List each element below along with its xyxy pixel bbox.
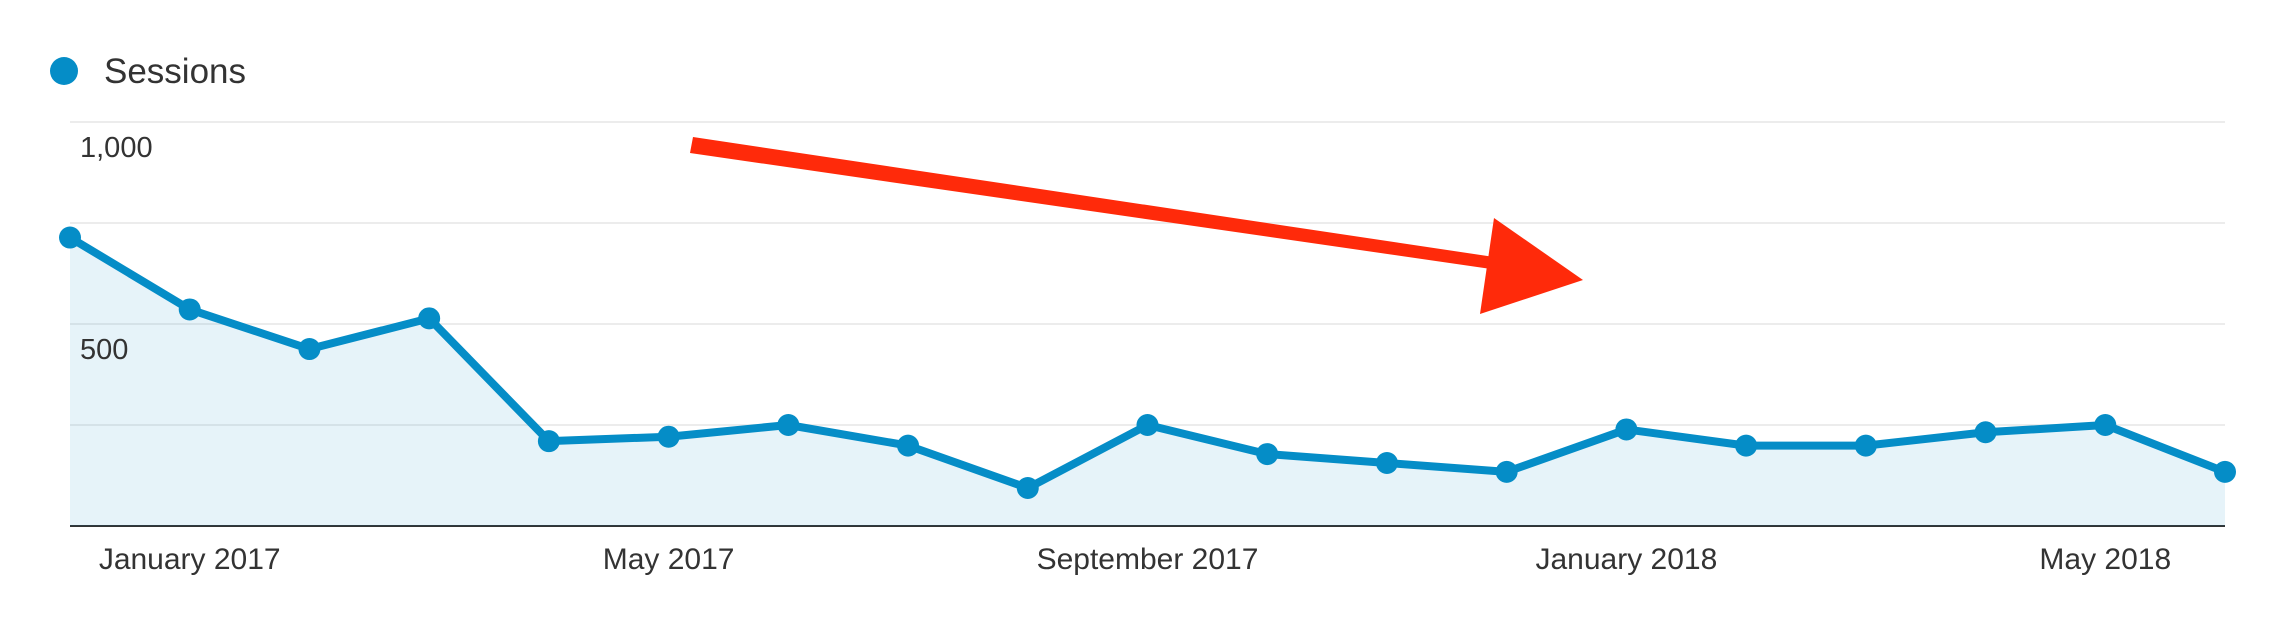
legend-swatch	[50, 57, 78, 85]
annotation-arrow	[690, 137, 1583, 314]
data-point	[418, 307, 441, 330]
data-point	[1615, 418, 1638, 441]
legend-label: Sessions	[104, 52, 246, 91]
data-point	[897, 434, 920, 457]
x-tick-label: September 2017	[1037, 543, 1259, 576]
data-point	[1016, 477, 1039, 500]
arrow-shaft	[690, 137, 1494, 269]
data-point	[777, 414, 800, 436]
x-tick-label: January 2017	[99, 543, 281, 576]
y-tick-label: 500	[80, 334, 128, 366]
data-point	[1136, 414, 1159, 436]
data-point	[59, 226, 81, 249]
data-point	[2094, 414, 2117, 436]
data-point	[298, 338, 321, 361]
data-point	[537, 430, 560, 453]
y-tick-label: 1,000	[80, 132, 153, 164]
data-point	[1256, 443, 1279, 466]
data-point	[2214, 460, 2236, 483]
x-tick-label: May 2017	[603, 543, 735, 576]
data-point	[1974, 421, 1997, 444]
data-point	[178, 298, 201, 321]
data-point	[1735, 434, 1758, 457]
data-point	[657, 425, 680, 448]
data-point	[1854, 434, 1877, 457]
area	[70, 237, 2225, 526]
x-tick-label: May 2018	[2039, 543, 2171, 576]
arrow-head	[1480, 218, 1583, 314]
data-point	[1495, 460, 1518, 483]
plot	[59, 226, 2236, 527]
data-point	[1375, 451, 1398, 474]
x-tick-label: January 2018	[1535, 543, 1717, 576]
